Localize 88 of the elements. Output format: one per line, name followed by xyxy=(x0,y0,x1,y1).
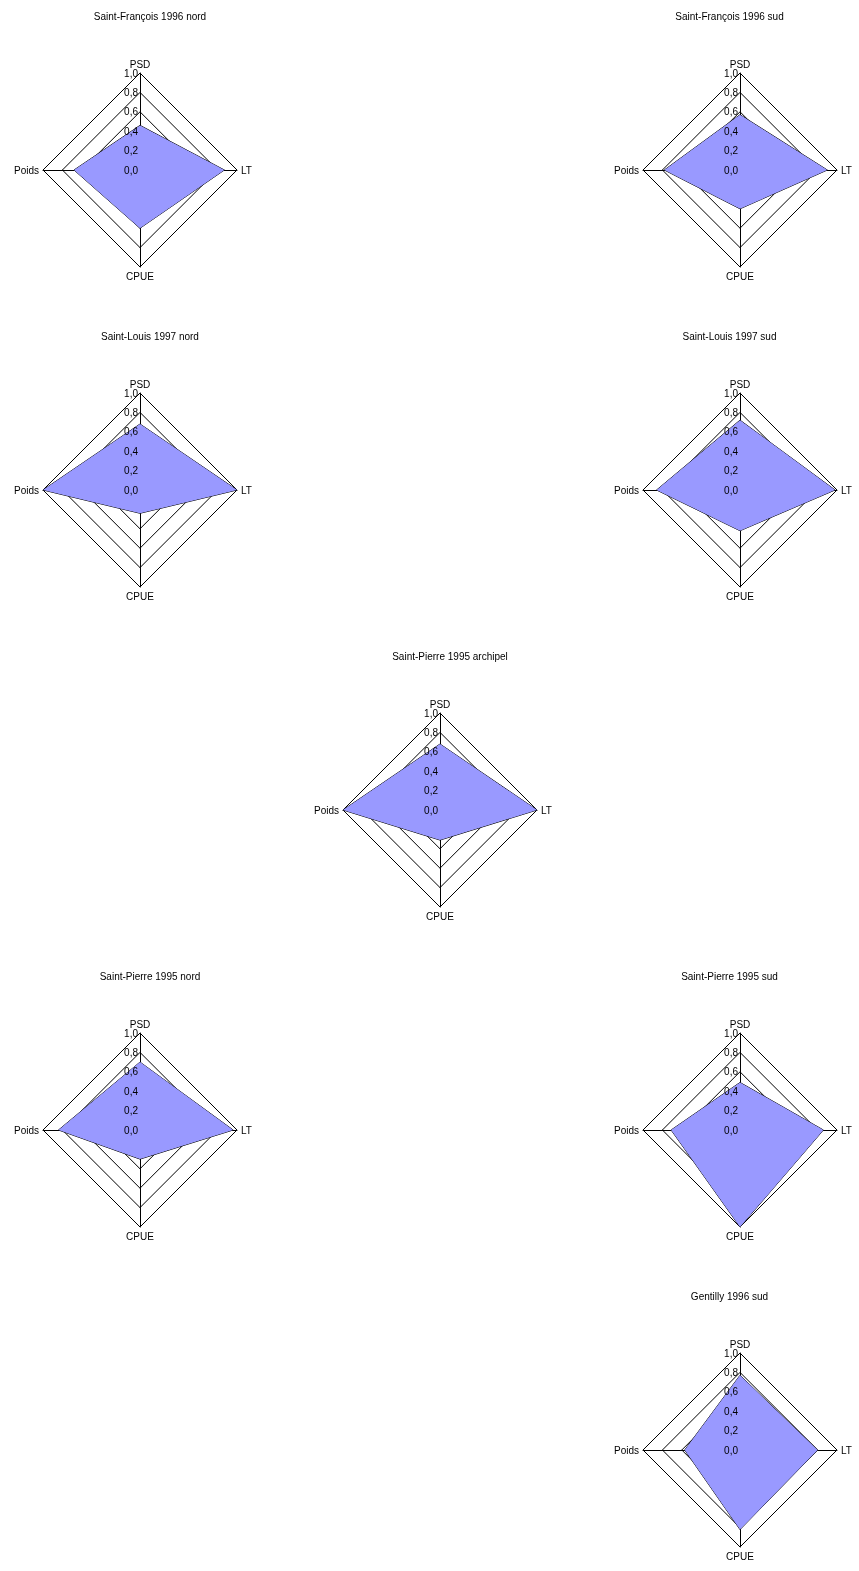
spoke-label: PSD xyxy=(729,1018,751,1030)
y-tick-label: 1,0 xyxy=(724,1027,739,1039)
y-tick-label: 0,2 xyxy=(724,1425,739,1437)
y-tick-label: 0,6 xyxy=(424,746,439,758)
spoke-label: Poids xyxy=(613,484,639,496)
chart-title: Saint-François 1996 sud xyxy=(675,10,784,22)
y-tick-label: 0,0 xyxy=(424,804,439,816)
y-tick-label: 0,0 xyxy=(724,1124,739,1136)
chart-title: Saint-Pierre 1995 archipel xyxy=(392,650,508,662)
y-tick-label: 0,4 xyxy=(724,125,739,137)
y-tick-label: 0,0 xyxy=(124,164,139,176)
y-tick-label: 0,6 xyxy=(124,106,139,118)
spoke-label: CPUE xyxy=(726,270,755,282)
y-tick-label: 0,8 xyxy=(124,1046,139,1058)
y-tick-label: 0,4 xyxy=(724,1405,739,1417)
spoke-label: LT xyxy=(541,804,552,816)
spoke-label: Poids xyxy=(613,164,639,176)
spoke-label: CPUE xyxy=(426,910,455,922)
spoke-label: LT xyxy=(841,1444,852,1456)
spoke-label: PSD xyxy=(129,378,151,390)
spoke-label: Poids xyxy=(13,1124,39,1136)
chart-title: Saint-Pierre 1995 sud xyxy=(681,970,778,982)
y-tick-label: 0,8 xyxy=(124,86,139,98)
spoke-label: LT xyxy=(241,484,252,496)
y-tick-label: 0,6 xyxy=(724,426,739,438)
chart-title: Saint-Louis 1997 sud xyxy=(682,330,777,342)
y-tick-label: 0,4 xyxy=(124,445,139,457)
y-tick-label: 0,6 xyxy=(724,106,739,118)
spoke-label: Poids xyxy=(13,484,39,496)
y-tick-label: 1,0 xyxy=(724,67,739,79)
y-tick-label: 0,2 xyxy=(724,1105,739,1117)
chart-title: Gentilly 1996 sud xyxy=(690,1290,769,1302)
y-tick-label: 0,0 xyxy=(124,484,139,496)
y-tick-label: 0,6 xyxy=(724,1066,739,1078)
spoke-label: CPUE xyxy=(726,1550,755,1562)
spoke-label: LT xyxy=(841,484,852,496)
y-tick-label: 1,0 xyxy=(124,67,139,79)
spoke-label: PSD xyxy=(729,58,751,70)
spoke-label: CPUE xyxy=(126,270,155,282)
y-tick-label: 0,6 xyxy=(124,1066,139,1078)
y-tick-label: 1,0 xyxy=(724,1347,739,1359)
spoke-label: PSD xyxy=(729,1338,751,1350)
spoke-label: Poids xyxy=(313,804,339,816)
spoke-label: CPUE xyxy=(726,1230,755,1242)
spoke-label: LT xyxy=(241,1124,252,1136)
spoke-label: Poids xyxy=(13,164,39,176)
y-tick-label: 0,6 xyxy=(724,1386,739,1398)
y-tick-label: 1,0 xyxy=(724,387,739,399)
y-tick-label: 0,2 xyxy=(124,465,139,477)
y-tick-label: 0,8 xyxy=(724,1366,739,1378)
y-tick-label: 0,4 xyxy=(124,125,139,137)
y-tick-label: 0,2 xyxy=(124,145,139,157)
y-tick-label: 1,0 xyxy=(124,1027,139,1039)
y-tick-label: 0,2 xyxy=(724,145,739,157)
y-tick-label: 0,8 xyxy=(424,726,439,738)
spoke-label: LT xyxy=(241,164,252,176)
y-tick-label: 1,0 xyxy=(124,387,139,399)
spoke-label: Poids xyxy=(613,1124,639,1136)
y-tick-label: 0,0 xyxy=(124,1124,139,1136)
y-tick-label: 0,2 xyxy=(724,465,739,477)
spoke-label: PSD xyxy=(429,698,451,710)
y-tick-label: 0,8 xyxy=(724,406,739,418)
y-tick-label: 0,4 xyxy=(724,445,739,457)
spoke-label: PSD xyxy=(129,1018,151,1030)
y-tick-label: 0,8 xyxy=(724,86,739,98)
y-tick-label: 0,2 xyxy=(124,1105,139,1117)
spoke-label: CPUE xyxy=(126,590,155,602)
y-tick-label: 0,4 xyxy=(724,1085,739,1097)
y-tick-label: 0,6 xyxy=(124,426,139,438)
y-tick-label: 0,4 xyxy=(424,765,439,777)
spoke-label: PSD xyxy=(729,378,751,390)
y-tick-label: 0,2 xyxy=(424,785,439,797)
chart-title: Saint-Pierre 1995 nord xyxy=(99,970,201,982)
spoke-label: LT xyxy=(841,1124,852,1136)
chart-title: Saint-Louis 1997 nord xyxy=(101,330,199,342)
y-tick-label: 0,8 xyxy=(124,406,139,418)
spoke-label: CPUE xyxy=(726,590,755,602)
y-tick-label: 0,0 xyxy=(724,484,739,496)
y-tick-label: 0,8 xyxy=(724,1046,739,1058)
spoke-label: CPUE xyxy=(126,1230,155,1242)
y-tick-label: 1,0 xyxy=(424,707,439,719)
y-tick-label: 0,0 xyxy=(724,164,739,176)
y-tick-label: 0,0 xyxy=(724,1444,739,1456)
spoke-label: LT xyxy=(841,164,852,176)
spoke-label: PSD xyxy=(129,58,151,70)
chart-title: Saint-François 1996 nord xyxy=(93,10,207,22)
spoke-label: Poids xyxy=(613,1444,639,1456)
y-tick-label: 0,4 xyxy=(124,1085,139,1097)
